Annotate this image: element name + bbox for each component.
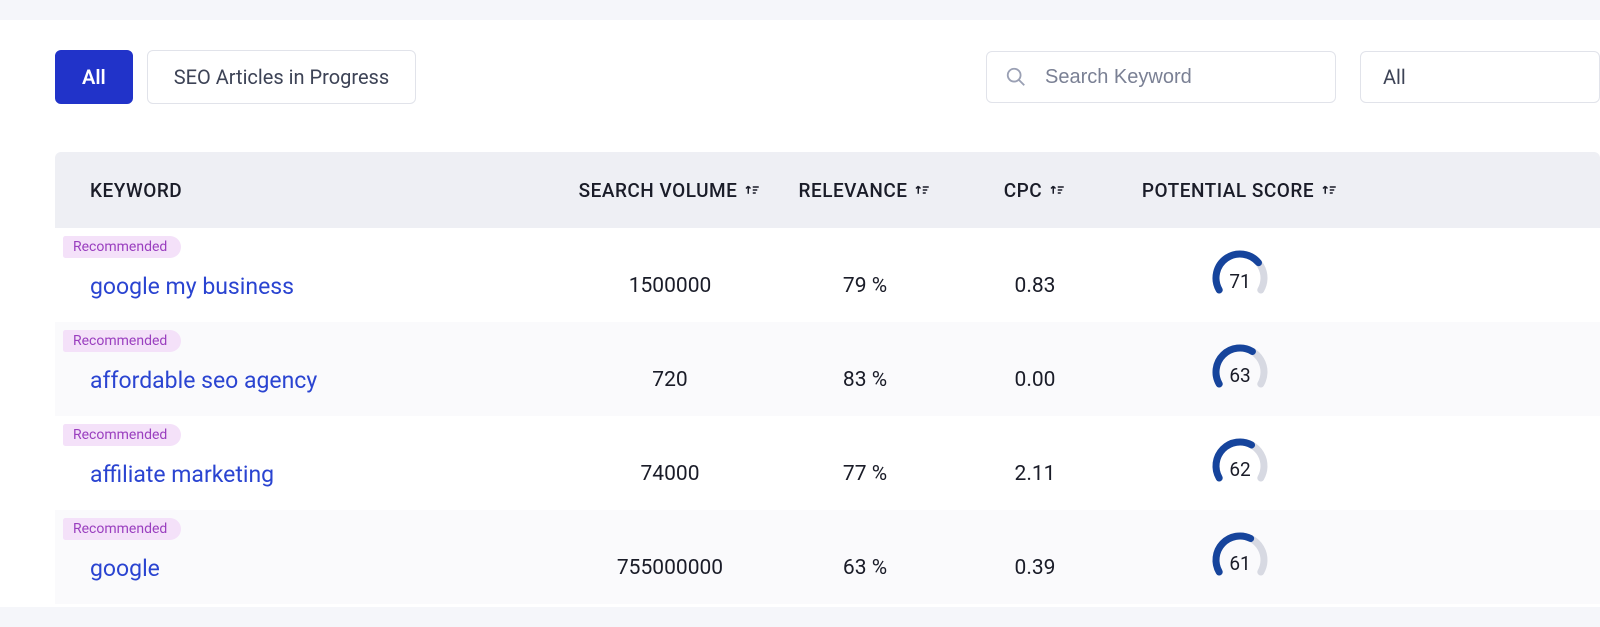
cell-potential-score: 63 [1110, 334, 1370, 398]
table-row: Recommended affiliate marketing 74000 77… [55, 416, 1600, 510]
score-value: 71 [1208, 270, 1272, 293]
cell-potential-score: 62 [1110, 428, 1370, 492]
tab-all[interactable]: All [55, 50, 133, 104]
table-header: KEYWORD SEARCH VOLUME RELEVANCE CPC POTE… [55, 152, 1600, 228]
cell-relevance: 79 % [770, 246, 960, 298]
recommended-badge: Recommended [63, 236, 181, 258]
sort-icon [913, 181, 931, 199]
cell-cpc: 2.11 [960, 434, 1110, 486]
recommended-badge: Recommended [63, 330, 181, 352]
search-input[interactable] [1045, 66, 1317, 89]
column-header-relevance[interactable]: RELEVANCE [770, 179, 960, 202]
cell-relevance: 77 % [770, 434, 960, 486]
keyword-table: KEYWORD SEARCH VOLUME RELEVANCE CPC POTE… [55, 152, 1600, 604]
score-gauge: 61 [1208, 532, 1272, 586]
cell-search-volume: 755000000 [570, 528, 770, 580]
recommended-badge: Recommended [63, 424, 181, 446]
table-row: Recommended google my business 1500000 7… [55, 228, 1600, 322]
cell-search-volume: 1500000 [570, 246, 770, 298]
score-value: 61 [1208, 552, 1272, 575]
score-gauge: 63 [1208, 344, 1272, 398]
column-header-cpc[interactable]: CPC [960, 179, 1110, 202]
tab-seo-articles-in-progress[interactable]: SEO Articles in Progress [147, 50, 416, 104]
cell-potential-score: 71 [1110, 240, 1370, 304]
cell-search-volume: 720 [570, 340, 770, 392]
table-row: Recommended affordable seo agency 720 83… [55, 322, 1600, 416]
column-header-keyword: KEYWORD [90, 179, 570, 202]
search-icon [1005, 66, 1027, 88]
filter-select[interactable]: All [1360, 51, 1600, 103]
search-keyword-field[interactable] [986, 51, 1336, 103]
recommended-badge: Recommended [63, 518, 181, 540]
cell-cpc: 0.39 [960, 528, 1110, 580]
toolbar: All SEO Articles in Progress All [55, 50, 1600, 104]
cell-search-volume: 74000 [570, 434, 770, 486]
sort-icon [1048, 181, 1066, 199]
column-header-potential-score[interactable]: POTENTIAL SCORE [1110, 179, 1370, 202]
table-row: Recommended google 755000000 63 % 0.39 6… [55, 510, 1600, 604]
table-body: Recommended google my business 1500000 7… [55, 228, 1600, 604]
score-gauge: 62 [1208, 438, 1272, 492]
cell-cpc: 0.00 [960, 340, 1110, 392]
sort-icon [1320, 181, 1338, 199]
sort-icon [743, 181, 761, 199]
column-header-search-volume[interactable]: SEARCH VOLUME [570, 179, 770, 202]
score-gauge: 71 [1208, 250, 1272, 304]
cell-potential-score: 61 [1110, 522, 1370, 586]
cell-cpc: 0.83 [960, 246, 1110, 298]
keyword-research-panel: All SEO Articles in Progress All KEYWORD… [0, 20, 1600, 607]
score-value: 62 [1208, 458, 1272, 481]
cell-relevance: 63 % [770, 528, 960, 580]
score-value: 63 [1208, 364, 1272, 387]
cell-relevance: 83 % [770, 340, 960, 392]
